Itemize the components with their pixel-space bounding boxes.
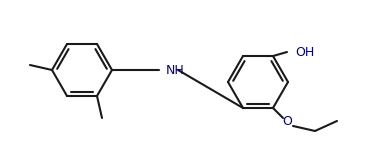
Text: O: O bbox=[282, 115, 292, 128]
Text: OH: OH bbox=[295, 46, 314, 59]
Text: NH: NH bbox=[166, 65, 185, 77]
